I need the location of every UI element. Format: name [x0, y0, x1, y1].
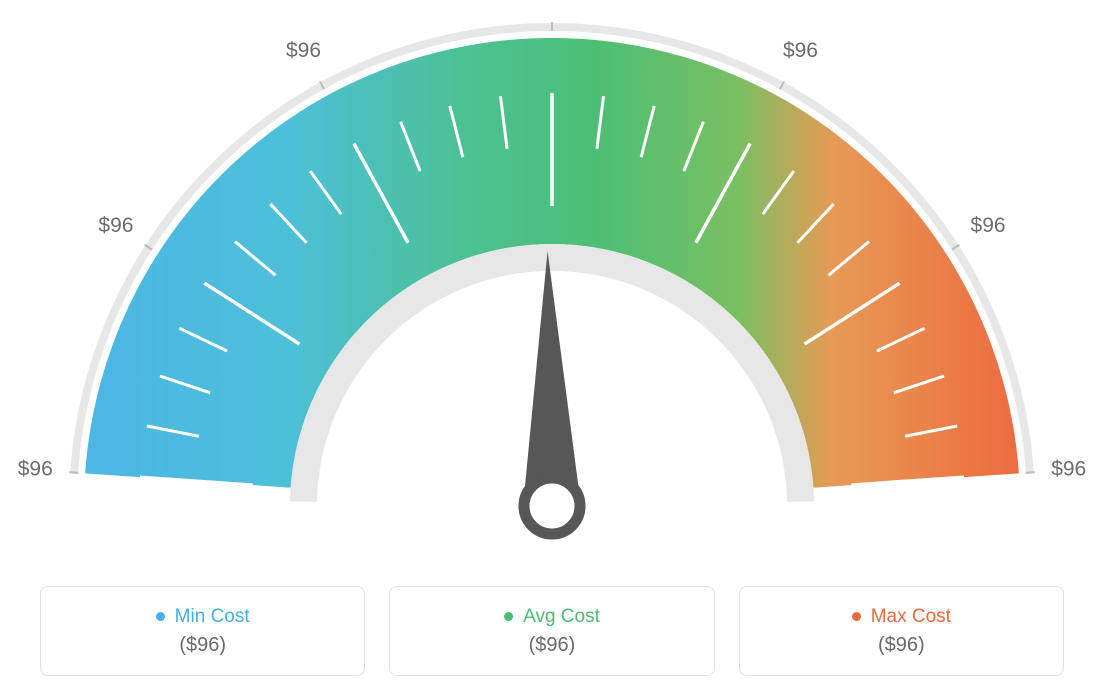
avg-label: Avg Cost [523, 606, 600, 628]
min-label: Min Cost [175, 606, 250, 628]
min-cost-card: Min Cost ($96) [40, 586, 365, 676]
svg-text:$96: $96 [286, 39, 321, 62]
max-value: ($96) [878, 634, 925, 657]
avg-value: ($96) [529, 634, 576, 657]
max-cost-card: Max Cost ($96) [739, 586, 1064, 676]
svg-text:$96: $96 [98, 214, 133, 237]
min-dot-icon [156, 612, 165, 621]
cost-gauge: $96$96$96$96$96$96$96 [0, 0, 1104, 560]
svg-text:$96: $96 [18, 457, 53, 480]
gauge-svg: $96$96$96$96$96$96$96 [0, 0, 1104, 560]
avg-dot-icon [504, 612, 513, 621]
svg-text:$96: $96 [783, 39, 818, 62]
svg-text:$96: $96 [1051, 457, 1086, 480]
svg-text:$96: $96 [971, 214, 1006, 237]
min-value: ($96) [179, 634, 226, 657]
max-label: Max Cost [871, 606, 951, 628]
legend-cards: Min Cost ($96) Avg Cost ($96) Max Cost (… [0, 586, 1104, 676]
max-dot-icon [852, 612, 861, 621]
avg-cost-card: Avg Cost ($96) [389, 586, 714, 676]
